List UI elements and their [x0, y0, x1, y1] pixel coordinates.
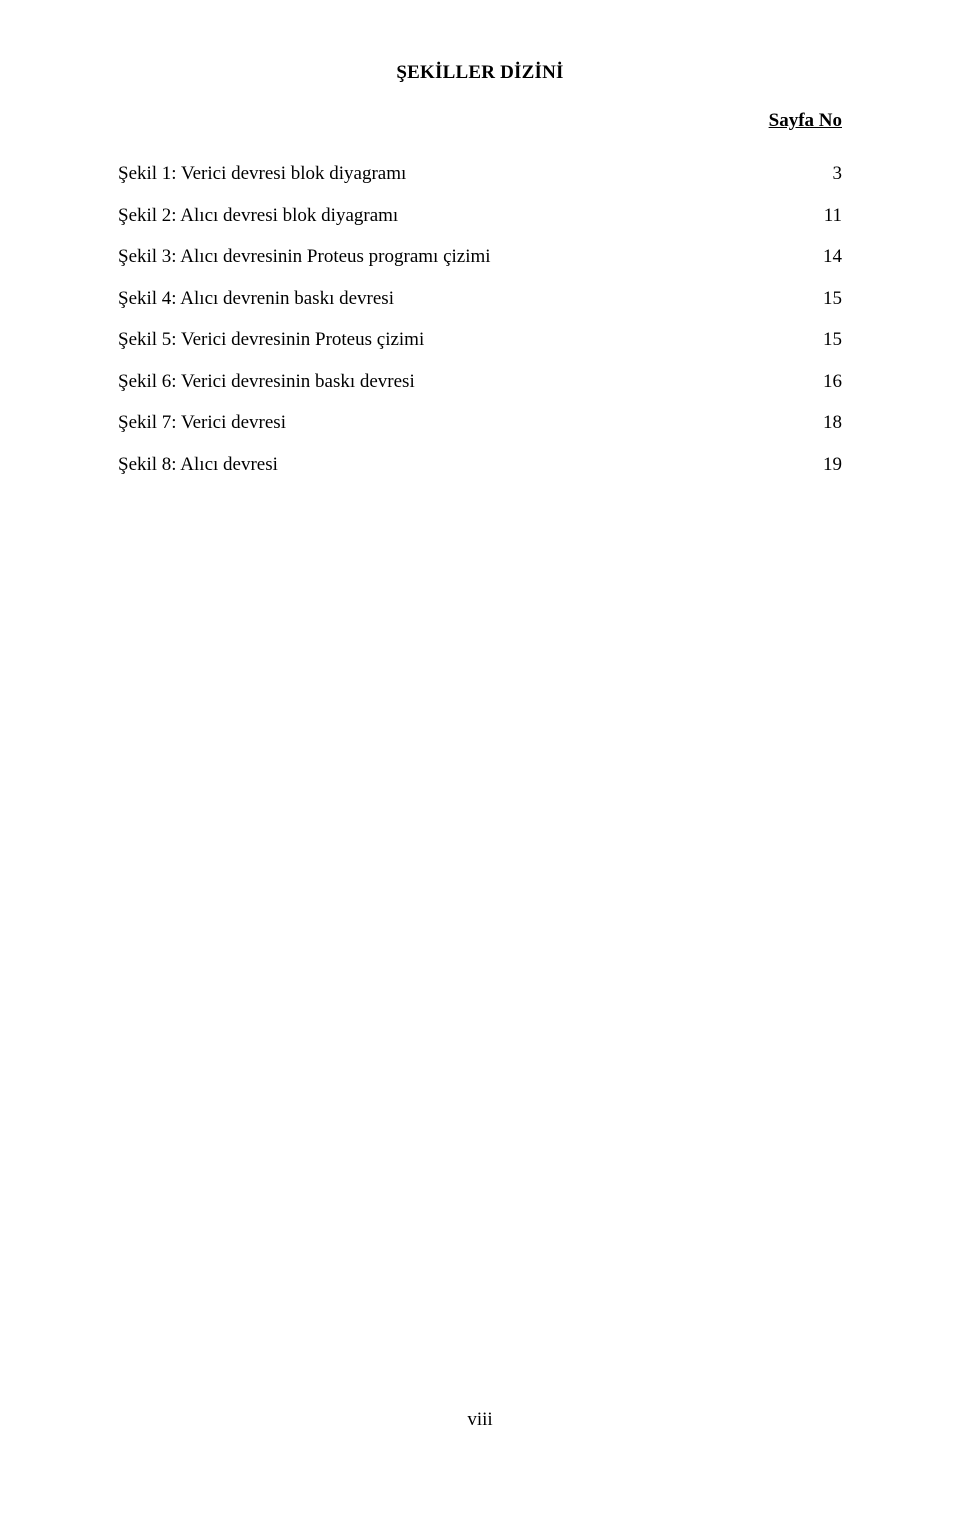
- list-item: Şekil 5: Verici devresinin Proteus çizim…: [118, 326, 842, 354]
- list-item: Şekil 2: Alıcı devresi blok diyagramı 11: [118, 202, 842, 230]
- page-footer: viii: [0, 1409, 960, 1431]
- figure-label: Şekil 7: Verici devresi: [118, 409, 802, 437]
- figure-label: Şekil 6: Verici devresinin baskı devresi: [118, 368, 802, 396]
- figure-page: 19: [802, 451, 842, 479]
- figure-page: 14: [802, 243, 842, 271]
- figure-page: 18: [802, 409, 842, 437]
- figure-page: 15: [802, 326, 842, 354]
- page-number-roman: viii: [467, 1409, 492, 1430]
- figure-label: Şekil 2: Alıcı devresi blok diyagramı: [118, 202, 802, 230]
- page-title: ŞEKİLLER DİZİNİ: [396, 62, 563, 83]
- figure-label: Şekil 4: Alıcı devrenin baskı devresi: [118, 285, 802, 313]
- list-item: Şekil 4: Alıcı devrenin baskı devresi 15: [118, 285, 842, 313]
- list-item: Şekil 6: Verici devresinin baskı devresi…: [118, 368, 842, 396]
- figure-page: 3: [802, 160, 842, 188]
- figure-label: Şekil 8: Alıcı devresi: [118, 451, 802, 479]
- list-item: Şekil 7: Verici devresi 18: [118, 409, 842, 437]
- list-item: Şekil 3: Alıcı devresinin Proteus progra…: [118, 243, 842, 271]
- figure-page: 15: [802, 285, 842, 313]
- figure-label: Şekil 1: Verici devresi blok diyagramı: [118, 160, 802, 188]
- title-container: ŞEKİLLER DİZİNİ: [118, 62, 842, 84]
- figures-list: Şekil 1: Verici devresi blok diyagramı 3…: [118, 160, 842, 478]
- page-no-header-row: Sayfa No: [118, 110, 842, 132]
- list-item: Şekil 1: Verici devresi blok diyagramı 3: [118, 160, 842, 188]
- figure-label: Şekil 3: Alıcı devresinin Proteus progra…: [118, 243, 802, 271]
- figure-page: 11: [802, 202, 842, 230]
- list-item: Şekil 8: Alıcı devresi 19: [118, 451, 842, 479]
- figure-page: 16: [802, 368, 842, 396]
- page-no-header: Sayfa No: [769, 110, 842, 131]
- figure-label: Şekil 5: Verici devresinin Proteus çizim…: [118, 326, 802, 354]
